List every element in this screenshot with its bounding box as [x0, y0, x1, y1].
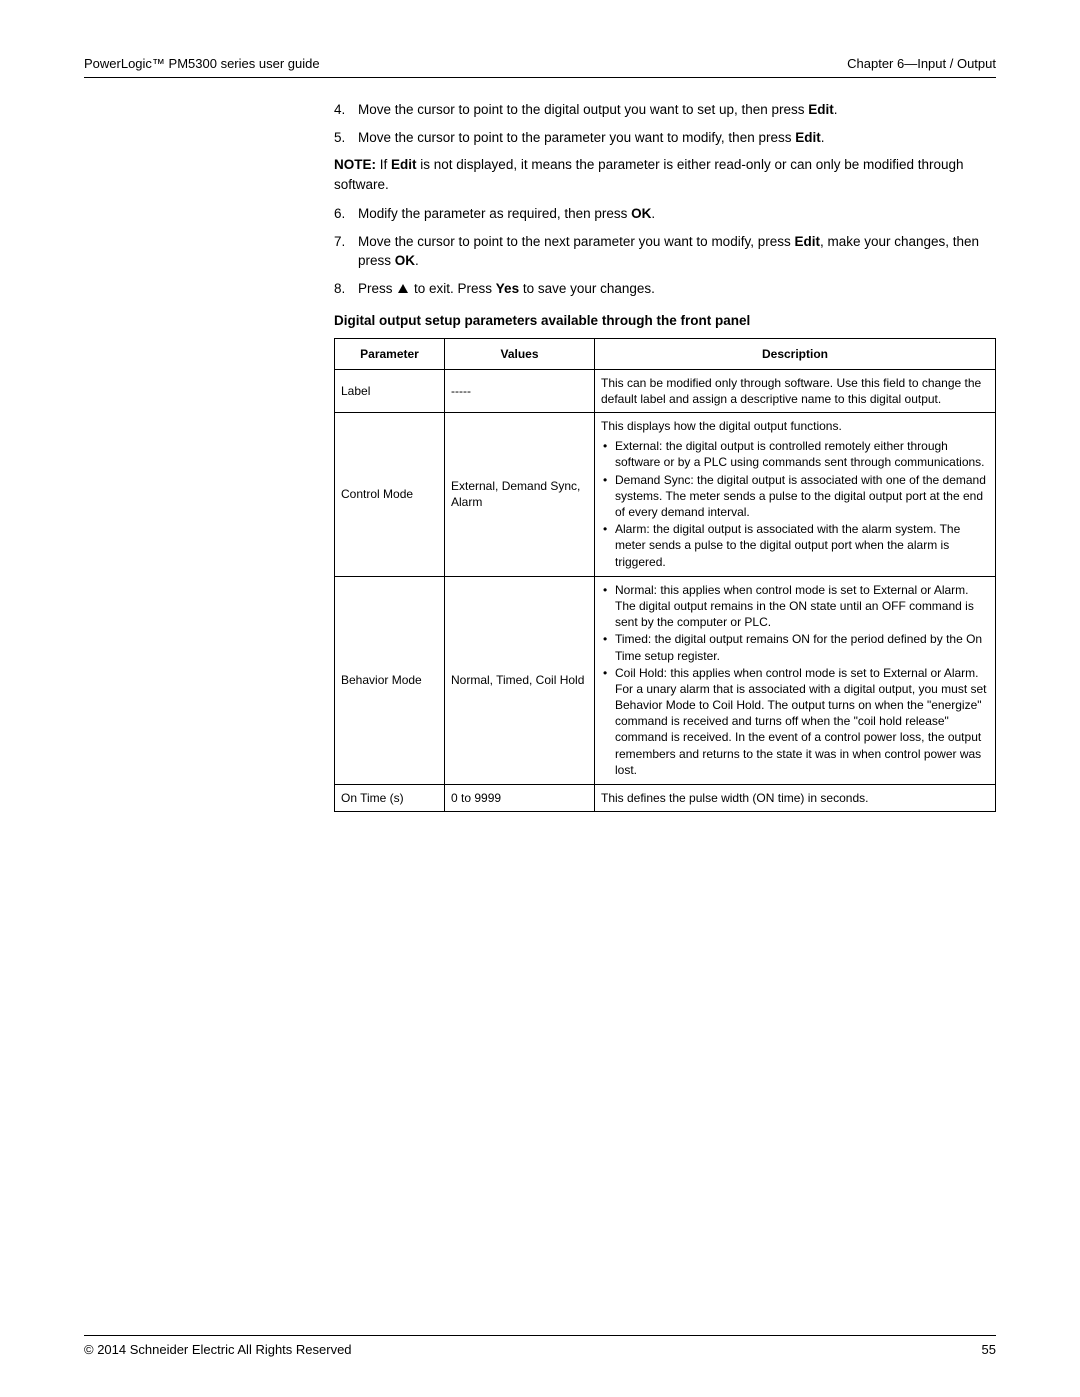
text-run: to save your changes.: [519, 281, 655, 296]
text-run: .: [834, 102, 838, 117]
text-run: Move the cursor to point to the next par…: [358, 234, 794, 249]
td-param: On Time (s): [335, 785, 445, 812]
table-row: Control Mode External, Demand Sync, Alar…: [335, 413, 996, 577]
text-bold: OK: [631, 206, 651, 221]
up-arrow-icon: [398, 284, 408, 293]
text-run: to exit. Press: [410, 281, 496, 296]
content-area: 4. Move the cursor to point to the digit…: [334, 100, 996, 812]
step-text: Move the cursor to point to the digital …: [358, 100, 996, 120]
td-values: -----: [445, 369, 595, 412]
step-8: 8. Press to exit. Press Yes to save your…: [334, 279, 996, 299]
text-run: Modify the parameter as required, then p…: [358, 206, 631, 221]
table-title: Digital output setup parameters availabl…: [334, 313, 996, 328]
step-text: Move the cursor to point to the paramete…: [358, 128, 996, 148]
desc-list: External: the digital output is controll…: [601, 438, 989, 570]
table-header-row: Parameter Values Description: [335, 338, 996, 369]
parameters-table: Parameter Values Description Label -----…: [334, 338, 996, 813]
desc-list: Normal: this applies when control mode i…: [601, 582, 989, 778]
th-parameter: Parameter: [335, 338, 445, 369]
header-right: Chapter 6—Input / Output: [847, 56, 996, 71]
text-bold: Edit: [808, 102, 834, 117]
step-text: Press to exit. Press Yes to save your ch…: [358, 279, 996, 299]
step-4: 4. Move the cursor to point to the digit…: [334, 100, 996, 120]
desc-intro: This displays how the digital output fun…: [601, 418, 989, 434]
table-row: On Time (s) 0 to 9999 This defines the p…: [335, 785, 996, 812]
text-run: .: [415, 253, 419, 268]
step-number: 5.: [334, 128, 358, 148]
step-text: Modify the parameter as required, then p…: [358, 204, 996, 224]
footer-left: © 2014 Schneider Electric All Rights Res…: [84, 1342, 352, 1357]
step-number: 7.: [334, 232, 358, 271]
list-item: Alarm: the digital output is associated …: [601, 521, 989, 570]
text-run: Press: [358, 281, 396, 296]
td-param: Control Mode: [335, 413, 445, 577]
list-item: Demand Sync: the digital output is assoc…: [601, 472, 989, 521]
list-item: Coil Hold: this applies when control mod…: [601, 665, 989, 778]
td-param: Label: [335, 369, 445, 412]
step-5: 5. Move the cursor to point to the param…: [334, 128, 996, 148]
td-values: 0 to 9999: [445, 785, 595, 812]
td-desc: This can be modified only through softwa…: [595, 369, 996, 412]
th-description: Description: [595, 338, 996, 369]
text-run: Move the cursor to point to the paramete…: [358, 130, 795, 145]
page-footer: © 2014 Schneider Electric All Rights Res…: [84, 1335, 996, 1357]
td-values: Normal, Timed, Coil Hold: [445, 576, 595, 784]
text-run: .: [651, 206, 655, 221]
list-item: External: the digital output is controll…: [601, 438, 989, 470]
td-desc: Normal: this applies when control mode i…: [595, 576, 996, 784]
text-run: .: [821, 130, 825, 145]
step-number: 8.: [334, 279, 358, 299]
td-desc: This displays how the digital output fun…: [595, 413, 996, 577]
text-bold: OK: [395, 253, 415, 268]
table-row: Behavior Mode Normal, Timed, Coil Hold N…: [335, 576, 996, 784]
text-run: If: [376, 157, 391, 172]
text-run: is not displayed, it means the parameter…: [334, 157, 964, 192]
td-desc: This defines the pulse width (ON time) i…: [595, 785, 996, 812]
page-header: PowerLogic™ PM5300 series user guide Cha…: [84, 56, 996, 78]
footer-page-number: 55: [982, 1342, 996, 1357]
td-values: External, Demand Sync, Alarm: [445, 413, 595, 577]
list-item: Timed: the digital output remains ON for…: [601, 631, 989, 663]
text-bold: Edit: [391, 157, 417, 172]
step-number: 6.: [334, 204, 358, 224]
note-label: NOTE:: [334, 157, 376, 172]
td-param: Behavior Mode: [335, 576, 445, 784]
list-item: Normal: this applies when control mode i…: [601, 582, 989, 631]
header-left: PowerLogic™ PM5300 series user guide: [84, 56, 320, 71]
step-7: 7. Move the cursor to point to the next …: [334, 232, 996, 271]
step-text: Move the cursor to point to the next par…: [358, 232, 996, 271]
text-bold: Yes: [496, 281, 519, 296]
text-run: Move the cursor to point to the digital …: [358, 102, 808, 117]
note-paragraph: NOTE: If Edit is not displayed, it means…: [334, 155, 996, 194]
th-values: Values: [445, 338, 595, 369]
step-6: 6. Modify the parameter as required, the…: [334, 204, 996, 224]
text-bold: Edit: [794, 234, 820, 249]
table-row: Label ----- This can be modified only th…: [335, 369, 996, 412]
text-bold: Edit: [795, 130, 821, 145]
page: PowerLogic™ PM5300 series user guide Cha…: [0, 0, 1080, 1397]
step-number: 4.: [334, 100, 358, 120]
